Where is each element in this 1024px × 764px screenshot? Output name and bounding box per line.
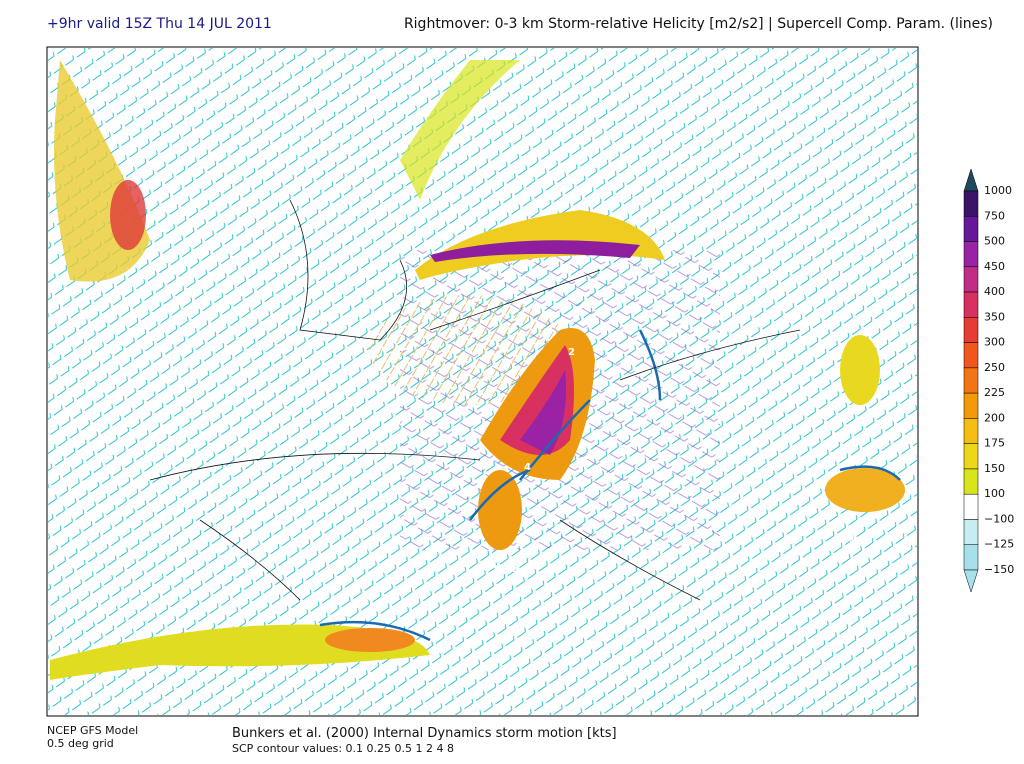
colorbar: 1000 750 500 450 400 350 300 250 225 200 175 150 100… (963, 168, 1014, 593)
colorbar-swatch (963, 468, 979, 495)
colorbar-swatch (963, 519, 979, 545)
colorbar-label: 350 (984, 310, 1005, 323)
header-info: +9hr valid 15Z Thu 14 JUL 2011 (47, 16, 272, 32)
footer-contours: SCP contour values: 0.1 0.25 0.5 1 2 4 8 (232, 742, 454, 755)
contour-label: 0.25 (494, 564, 519, 575)
helicity-area (825, 468, 905, 512)
colorbar-label: 300 (984, 336, 1005, 349)
contour-label: 0.1 (838, 534, 856, 545)
colorbar-label: 750 (984, 209, 1005, 222)
helicity-core (110, 180, 146, 250)
colorbar-swatch (963, 443, 979, 470)
colorbar-swatch (963, 544, 979, 571)
helicity-area (400, 60, 520, 200)
colorbar-label: 1000 (984, 184, 1012, 197)
colorbar-label: −150 (984, 563, 1014, 576)
helicity-area (840, 335, 880, 405)
colorbar-swatch (963, 291, 979, 318)
footer-motion: Bunkers et al. (2000) Internal Dynamics … (232, 726, 617, 741)
colorbar-cap (963, 569, 979, 593)
helicity-core (520, 370, 566, 455)
coastline (149, 199, 801, 601)
colorbar-swatch (963, 266, 979, 293)
colorbar-swatch (963, 367, 979, 394)
contour-label: 2 (568, 347, 575, 358)
colorbar-label: 175 (984, 437, 1005, 450)
colorbar-swatch (963, 342, 979, 369)
colorbar-label: 400 (984, 285, 1005, 298)
colorbar-swatch (963, 493, 979, 520)
helicity-core (325, 628, 415, 652)
colorbar-label: 150 (984, 462, 1005, 475)
colorbar-label: 250 (984, 361, 1005, 374)
contour-label: 4 (524, 462, 531, 473)
footer-grid: 0.5 deg grid (47, 737, 114, 750)
colorbar-cap (963, 168, 979, 192)
colorbar-swatch (963, 190, 979, 217)
helicity-core (430, 240, 640, 262)
colorbar-label: 225 (984, 386, 1005, 399)
colorbar-swatch (963, 317, 979, 343)
colorbar-label: 100 (984, 487, 1005, 500)
colorbar-swatch (963, 216, 979, 242)
colorbar-swatch (963, 418, 979, 444)
colorbar-swatch (963, 392, 979, 419)
header-title: Rightmover: 0-3 km Storm-relative Helici… (404, 16, 993, 32)
footer-model: NCEP GFS Model (47, 724, 138, 737)
colorbar-label: −100 (984, 512, 1014, 525)
colorbar-label: 450 (984, 260, 1005, 273)
colorbar-label: 200 (984, 411, 1005, 424)
helicity-area (478, 470, 522, 550)
map (46, 46, 919, 717)
colorbar-label: 500 (984, 235, 1005, 248)
colorbar-swatch (963, 241, 979, 268)
colorbar-label: −125 (984, 538, 1014, 551)
